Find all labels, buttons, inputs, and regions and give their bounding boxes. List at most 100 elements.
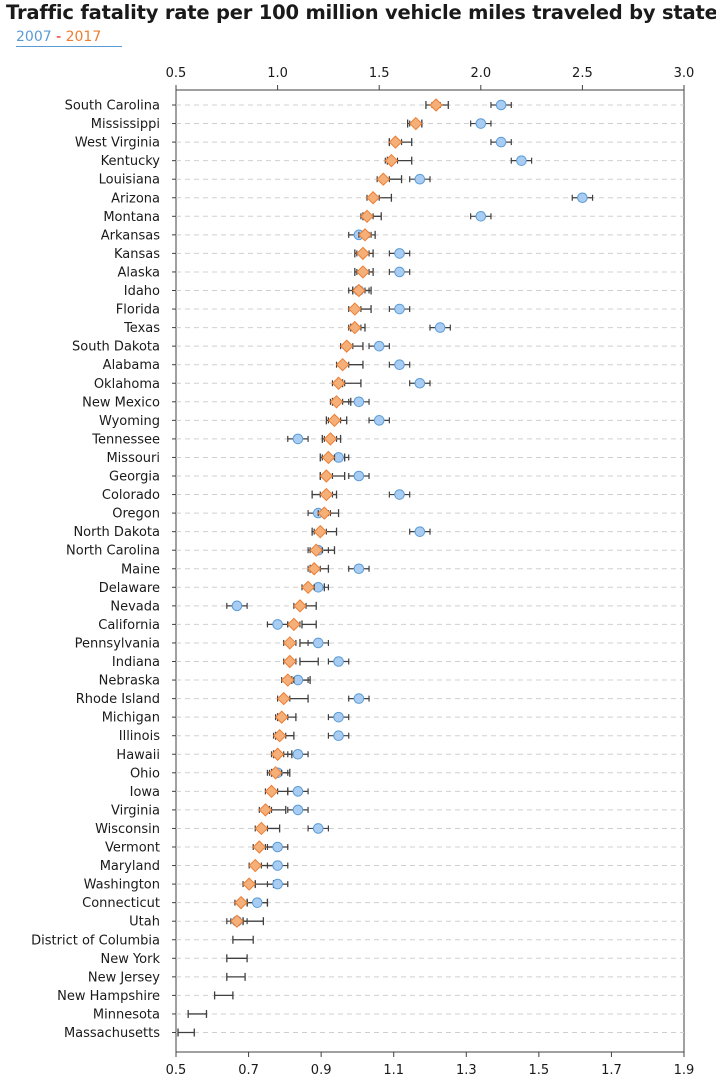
bottom-axis-tick-label: 1.9 <box>674 1063 695 1078</box>
point-2017 <box>287 617 301 632</box>
legend-separator: - <box>56 29 62 45</box>
bottom-axis-tick-label: 1.1 <box>383 1063 404 1078</box>
point-2007 <box>577 192 588 204</box>
state-label: Virginia <box>111 803 160 818</box>
point-2017 <box>348 302 362 316</box>
legend-2007: 2007 <box>16 29 52 45</box>
point-2007 <box>394 266 405 278</box>
point-2007 <box>353 470 365 482</box>
point-2007 <box>333 730 344 742</box>
state-label: Pennsylvania <box>75 636 160 651</box>
state-label: Connecticut <box>82 896 160 911</box>
point-2017 <box>283 636 297 650</box>
bottom-axis-tick-label: 1.3 <box>456 1063 477 1078</box>
state-label: Montana <box>103 210 160 225</box>
point-2007 <box>231 600 243 612</box>
bottom-axis-tick-label: 0.5 <box>166 1063 187 1078</box>
state-label: Wyoming <box>99 414 160 429</box>
state-label: Ohio <box>130 766 160 781</box>
point-2017 <box>248 858 262 873</box>
point-2017 <box>313 524 327 539</box>
point-2007 <box>272 878 283 890</box>
point-2007 <box>394 248 405 259</box>
legend-underline <box>16 46 122 47</box>
point-2007 <box>292 786 304 797</box>
state-label: Kansas <box>114 247 160 262</box>
point-2007 <box>516 155 527 166</box>
point-2017 <box>301 580 315 595</box>
state-label: Mississippi <box>91 117 160 132</box>
state-label: South Dakota <box>72 340 160 355</box>
state-label: Alaska <box>117 265 160 280</box>
state-label: Colorado <box>102 488 160 503</box>
state-label: Kentucky <box>101 154 161 169</box>
bottom-axis-tick-label: 0.7 <box>238 1063 259 1078</box>
state-label: Florida <box>116 303 160 318</box>
point-2017 <box>258 803 273 817</box>
top-axis-tick-label: 1.0 <box>267 66 288 81</box>
point-2017 <box>384 153 399 168</box>
state-label: Louisiana <box>99 173 160 188</box>
state-label: Missouri <box>106 451 160 466</box>
state-label: Maryland <box>100 859 160 874</box>
point-2007 <box>475 118 487 129</box>
state-label: Arkansas <box>101 228 160 243</box>
point-2007 <box>414 526 426 537</box>
point-2007 <box>414 173 426 185</box>
state-label: Indiana <box>112 655 160 670</box>
plot-frame <box>175 89 685 1053</box>
state-label: Utah <box>129 915 160 930</box>
point-2007 <box>292 674 304 686</box>
point-2017 <box>323 432 338 446</box>
point-2007 <box>272 841 283 853</box>
state-label: New Mexico <box>82 395 160 410</box>
state-label: North Carolina <box>66 544 160 559</box>
point-2007 <box>373 340 385 352</box>
point-2017 <box>327 413 342 428</box>
point-2017 <box>409 116 423 131</box>
state-label: Nebraska <box>99 674 160 689</box>
point-2017 <box>329 395 344 409</box>
state-label: Vermont <box>105 841 160 856</box>
point-2017 <box>264 784 279 799</box>
point-2017 <box>376 172 390 186</box>
point-2007 <box>394 359 405 371</box>
point-2007 <box>475 211 487 222</box>
point-2017 <box>270 747 285 761</box>
point-2007 <box>373 415 385 426</box>
point-2007 <box>414 377 426 389</box>
state-label: Michigan <box>102 711 160 726</box>
point-2007 <box>495 136 507 148</box>
state-label: District of Columbia <box>31 933 160 948</box>
state-label: Iowa <box>130 785 160 800</box>
point-2017 <box>254 821 269 836</box>
point-2017 <box>331 376 346 390</box>
point-2007 <box>353 693 365 704</box>
point-2017 <box>360 209 374 224</box>
top-axis-tick-label: 3.0 <box>674 66 695 81</box>
state-label: Massachusetts <box>64 1026 160 1041</box>
state-label: South Carolina <box>65 99 160 114</box>
bottom-axis-tick-label: 1.5 <box>529 1063 550 1078</box>
point-2017 <box>274 710 289 724</box>
state-label: Alabama <box>103 358 160 373</box>
point-2017 <box>429 98 443 112</box>
point-2017 <box>234 895 248 910</box>
state-label: West Virginia <box>75 136 160 151</box>
point-2007 <box>333 452 344 463</box>
point-2007 <box>495 99 507 111</box>
point-2017 <box>317 506 332 520</box>
state-label: Oregon <box>112 507 160 522</box>
point-2007 <box>434 322 446 333</box>
point-2007 <box>292 748 304 760</box>
point-2017 <box>356 265 370 279</box>
point-2007 <box>292 804 304 816</box>
top-axis-tick-label: 0.5 <box>166 66 187 81</box>
state-label: New Jersey <box>88 970 160 985</box>
point-2017 <box>230 914 244 928</box>
point-2017 <box>366 191 380 205</box>
point-2017 <box>293 599 307 613</box>
point-2017 <box>321 450 336 465</box>
state-label: New Hampshire <box>57 989 160 1004</box>
point-2007 <box>333 711 344 723</box>
